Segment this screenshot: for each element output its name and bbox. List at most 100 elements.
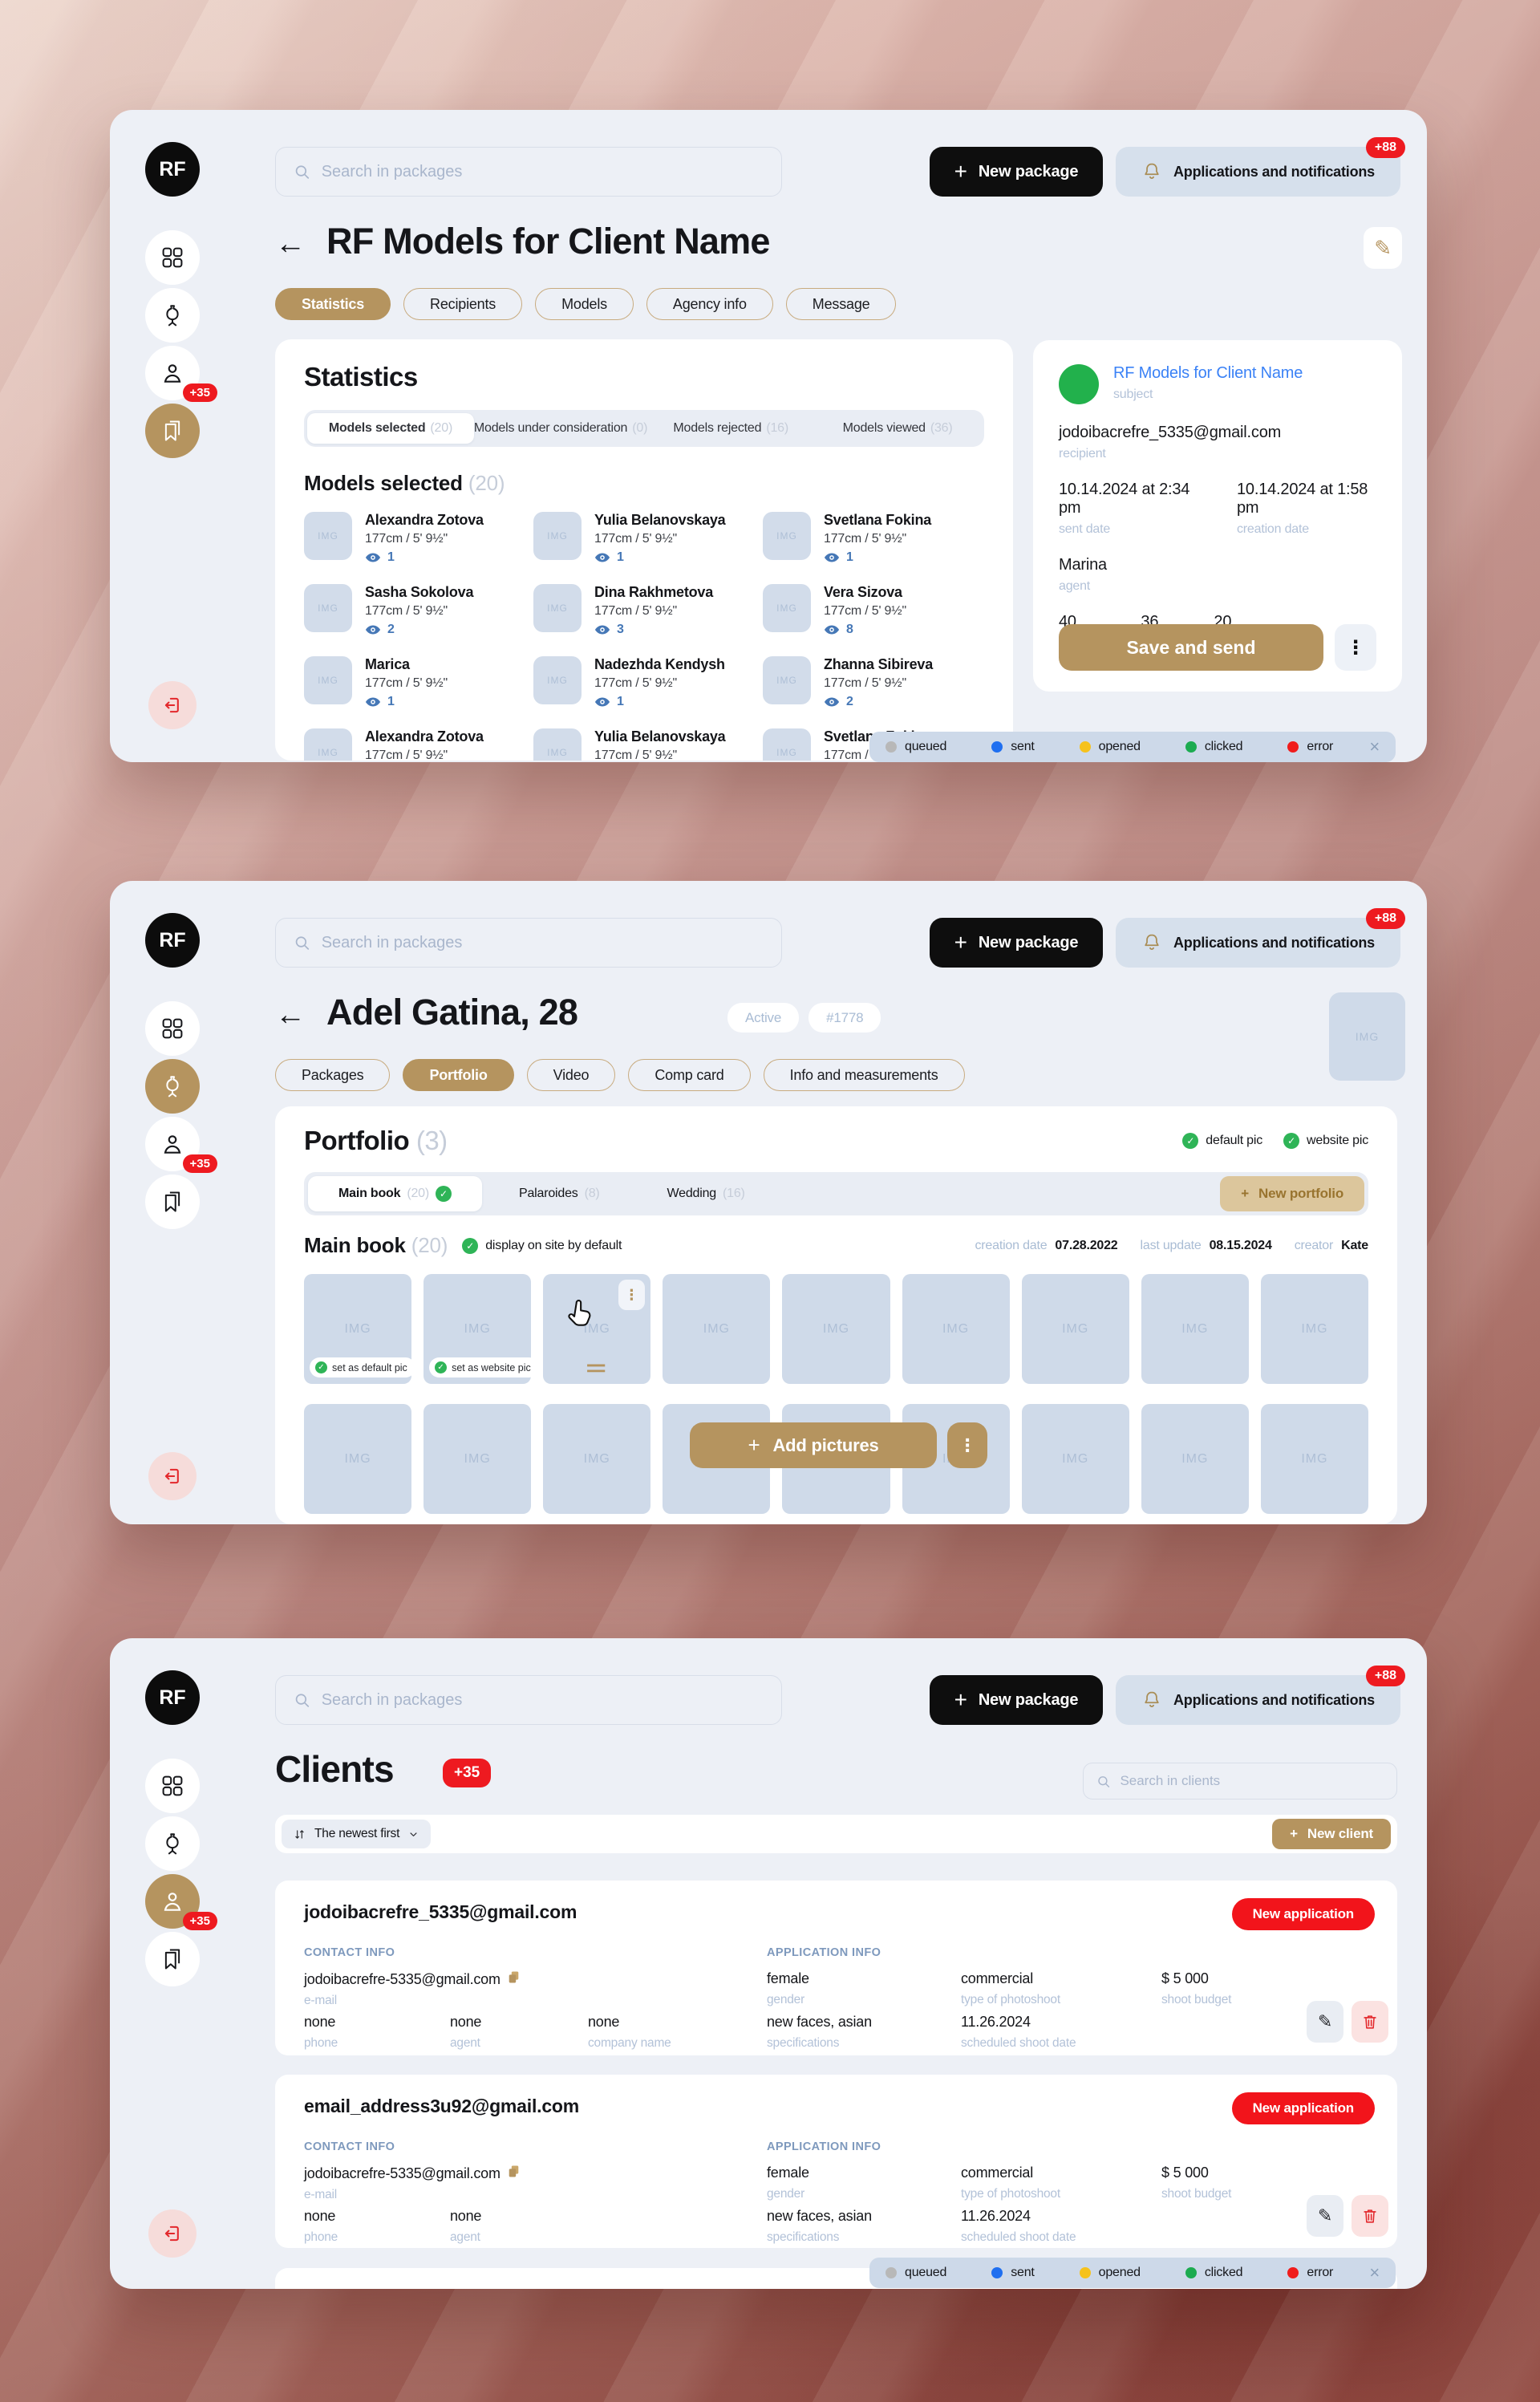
search-bar[interactable] (275, 1675, 782, 1725)
portfolio-image[interactable]: IMG (782, 1274, 890, 1384)
new-application-button[interactable]: New application (1231, 1898, 1375, 1930)
portfolio-image[interactable]: IMG ⋮ = (543, 1274, 651, 1384)
tab-recipients[interactable]: Recipients (403, 288, 523, 320)
search-bar[interactable] (275, 918, 782, 968)
search-input[interactable] (321, 1690, 764, 1710)
sidebar-item-dashboard[interactable] (145, 230, 200, 285)
clients-search-input[interactable] (1120, 1773, 1384, 1789)
delete-client-button[interactable] (1352, 2195, 1388, 2237)
notifications-button[interactable]: Applications and notifications +88 (1116, 137, 1405, 197)
drag-handle-icon[interactable]: = (586, 1356, 609, 1380)
sidebar-item-clients[interactable]: +35 (145, 346, 217, 402)
portfolio-image[interactable]: IMG (1021, 1274, 1129, 1384)
search-input[interactable] (321, 162, 764, 181)
app-logo[interactable]: RF (145, 142, 200, 197)
sidebar-item-packages[interactable] (145, 1175, 200, 1229)
subtab-models-viewed[interactable]: Models viewed (36) (814, 413, 981, 444)
client-card[interactable]: jodoibacrefre_5335@gmail.com New applica… (275, 1881, 1397, 2055)
new-portfolio-button[interactable]: + New portfolio (1220, 1176, 1364, 1211)
subtab-models-under-consideration[interactable]: Models under consideration (0) (474, 413, 648, 444)
subtab-models-selected[interactable]: Models selected (20) (307, 413, 474, 444)
tab-agency-info[interactable]: Agency info (646, 288, 773, 320)
sidebar-item-models[interactable] (145, 1816, 200, 1871)
model-card[interactable]: IMG Svetlana Fokina 177cm / 5' 9½'' 1 (763, 512, 984, 565)
model-card[interactable]: IMG Nadezhda Kendysh 177cm / 5' 9½'' 1 (533, 656, 755, 709)
model-card[interactable]: IMG Yulia Belanovskaya 177cm / 5' 9½'' 1 (533, 512, 755, 565)
portfolio-image[interactable]: IMG (902, 1274, 1010, 1384)
tab-statistics[interactable]: Statistics (275, 288, 391, 320)
copy-icon[interactable] (507, 1970, 521, 1988)
default-pic-flag[interactable]: ✓ default pic (1182, 1133, 1262, 1149)
new-client-button[interactable]: + New client (1272, 1819, 1391, 1849)
portfolio-image[interactable]: IMG (304, 1404, 412, 1514)
tab-models[interactable]: Models (535, 288, 634, 320)
app-logo[interactable]: RF (145, 913, 200, 968)
delete-client-button[interactable] (1352, 2001, 1388, 2043)
edit-client-button[interactable]: ✎ (1307, 2001, 1343, 2043)
logout-button[interactable] (148, 681, 197, 729)
new-application-button[interactable]: New application (1231, 2092, 1375, 2124)
portfolio-image[interactable]: IMG (1141, 1274, 1249, 1384)
notifications-button[interactable]: Applications and notifications +88 (1116, 1666, 1405, 1725)
model-card[interactable]: IMG Marica 177cm / 5' 9½'' 1 (304, 656, 525, 709)
sidebar-item-dashboard[interactable] (145, 1001, 200, 1056)
sidebar-item-clients[interactable]: +35 (145, 1117, 217, 1173)
notifications-button[interactable]: Applications and notifications +88 (1116, 908, 1405, 968)
model-card[interactable]: IMG Sasha Sokolova 177cm / 5' 9½'' 2 (304, 584, 525, 637)
model-card[interactable]: IMG Dina Rakhmetova 177cm / 5' 9½'' 3 (533, 584, 755, 637)
tab-comp-card[interactable]: Comp card (628, 1059, 751, 1091)
tab-video[interactable]: Video (526, 1059, 616, 1091)
portfolio-image[interactable]: IMG (1260, 1274, 1368, 1384)
sidebar-item-dashboard[interactable] (145, 1759, 200, 1813)
pictures-menu-button[interactable]: ⋮ (947, 1422, 987, 1468)
tab-packages[interactable]: Packages (275, 1059, 391, 1091)
package-subject-link[interactable]: RF Models for Client Name (1113, 364, 1303, 382)
model-card[interactable]: IMG Alexandra Zotova 177cm / 5' 9½'' 1 (304, 512, 525, 565)
website-pic-flag[interactable]: ✓ website pic (1283, 1133, 1368, 1149)
copy-icon[interactable] (507, 2165, 521, 2182)
tab-message[interactable]: Message (785, 288, 897, 320)
edit-client-button[interactable]: ✎ (1307, 2195, 1343, 2237)
search-bar[interactable] (275, 147, 782, 197)
model-card[interactable]: IMG Zhanna Sibireva 177cm / 5' 9½'' 2 (763, 656, 984, 709)
close-icon[interactable]: × (1369, 736, 1380, 757)
sidebar-item-models[interactable] (145, 1059, 200, 1114)
model-card[interactable]: IMG Vera Sizova 177cm / 5' 9½'' 8 (763, 584, 984, 637)
client-card[interactable]: email_address3u92@gmail.com New applicat… (275, 2075, 1397, 2248)
portfolio-image[interactable]: IMG (1260, 1404, 1368, 1514)
subtab-models-rejected[interactable]: Models rejected (16) (647, 413, 814, 444)
new-package-button[interactable]: + New package (930, 918, 1103, 968)
portfolio-image[interactable]: IMG (424, 1404, 532, 1514)
sidebar-item-packages[interactable] (145, 1932, 200, 1986)
portfolio-image[interactable]: IMG set as website pic (424, 1274, 539, 1384)
add-pictures-button[interactable]: + Add pictures (690, 1422, 937, 1468)
portfolio-image[interactable]: IMG (663, 1274, 771, 1384)
app-logo[interactable]: RF (145, 1670, 200, 1725)
subtab-main-book[interactable]: Main book (20) ✓ (308, 1176, 482, 1211)
sidebar-item-packages[interactable] (145, 404, 200, 458)
sort-dropdown[interactable]: The newest first (282, 1820, 432, 1848)
portfolio-image[interactable]: IMG (1021, 1404, 1129, 1514)
edit-package-button[interactable]: ✎ (1364, 227, 1402, 269)
logout-button[interactable] (148, 2209, 197, 2258)
sidebar-item-clients[interactable]: +35 (145, 1874, 217, 1930)
model-card[interactable]: IMG Alexandra Zotova 177cm / 5' 9½'' 1 (304, 728, 525, 761)
portfolio-image[interactable]: IMG (1141, 1404, 1249, 1514)
back-button[interactable]: ← (275, 998, 306, 1032)
search-input[interactable] (321, 933, 764, 952)
clients-search-bar[interactable] (1083, 1763, 1397, 1799)
summary-menu-button[interactable]: ⋮ (1335, 624, 1376, 671)
subtab-wedding[interactable]: Wedding (16) (637, 1176, 776, 1211)
tile-menu-button[interactable]: ⋮ (618, 1280, 646, 1310)
subtab-palaroides[interactable]: Palaroides (8) (488, 1176, 630, 1211)
tab-portfolio[interactable]: Portfolio (403, 1059, 514, 1091)
close-icon[interactable]: × (1369, 2262, 1380, 2282)
model-card[interactable]: IMG Yulia Belanovskaya 177cm / 5' 9½'' 1 (533, 728, 755, 761)
save-and-send-button[interactable]: Save and send (1059, 624, 1323, 671)
new-package-button[interactable]: + New package (930, 147, 1103, 197)
tab-info-measurements[interactable]: Info and measurements (763, 1059, 965, 1091)
back-button[interactable]: ← (275, 227, 306, 261)
portfolio-image[interactable]: IMG set as default pic (304, 1274, 415, 1384)
portfolio-image[interactable]: IMG (543, 1404, 651, 1514)
display-on-site-toggle[interactable]: ✓ display on site by default (462, 1237, 622, 1254)
